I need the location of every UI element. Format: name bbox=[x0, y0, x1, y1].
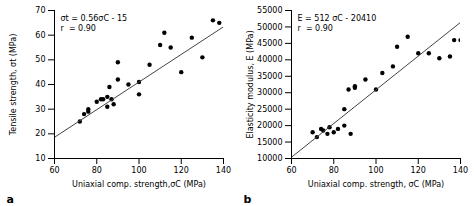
svg-text:σt = 0.56σC - 15r = 0.90: σt = 0.56σC - 15r = 0.90 bbox=[61, 14, 128, 33]
svg-text:70: 70 bbox=[35, 6, 45, 15]
svg-text:80: 80 bbox=[329, 166, 339, 175]
svg-text:100: 100 bbox=[368, 166, 383, 175]
svg-text:60: 60 bbox=[286, 166, 296, 175]
svg-text:Elasticity modulus, E (MPa): Elasticity modulus, E (MPa) bbox=[246, 30, 255, 138]
svg-text:40000: 40000 bbox=[257, 55, 282, 64]
svg-text:Tensile strength, σt (MPa): Tensile strength, σt (MPa) bbox=[9, 34, 18, 137]
svg-text:45000: 45000 bbox=[257, 39, 282, 48]
svg-text:15000: 15000 bbox=[257, 138, 282, 147]
svg-text:120: 120 bbox=[174, 166, 189, 175]
svg-text:10000: 10000 bbox=[257, 154, 282, 163]
svg-text:35000: 35000 bbox=[257, 72, 282, 81]
svg-text:Uniaxial comp. strength, σC (M: Uniaxial comp. strength, σC (MPa) bbox=[308, 180, 444, 189]
svg-text:55000: 55000 bbox=[257, 6, 282, 15]
svg-text:120: 120 bbox=[411, 166, 426, 175]
svg-text:20000: 20000 bbox=[257, 121, 282, 130]
svg-text:25000: 25000 bbox=[257, 105, 282, 114]
svg-text:E = 512 σC - 20410r = 0.90: E = 512 σC - 20410r = 0.90 bbox=[298, 14, 377, 33]
svg-text:30000: 30000 bbox=[257, 88, 282, 97]
svg-text:100: 100 bbox=[131, 166, 146, 175]
svg-text:50: 50 bbox=[35, 55, 45, 64]
svg-text:60: 60 bbox=[49, 166, 59, 175]
svg-text:a: a bbox=[7, 193, 14, 206]
svg-text:60: 60 bbox=[35, 31, 45, 40]
svg-text:40: 40 bbox=[35, 80, 45, 89]
svg-text:20: 20 bbox=[35, 129, 45, 138]
svg-text:80: 80 bbox=[92, 166, 102, 175]
svg-text:30: 30 bbox=[35, 105, 45, 114]
svg-text:140: 140 bbox=[453, 166, 468, 175]
svg-text:50000: 50000 bbox=[257, 23, 282, 32]
svg-text:140: 140 bbox=[216, 166, 231, 175]
svg-text:b: b bbox=[244, 193, 252, 206]
svg-text:Uniaxial comp. strength,σC (MP: Uniaxial comp. strength,σC (MPa) bbox=[72, 180, 206, 189]
svg-text:10: 10 bbox=[35, 154, 45, 163]
